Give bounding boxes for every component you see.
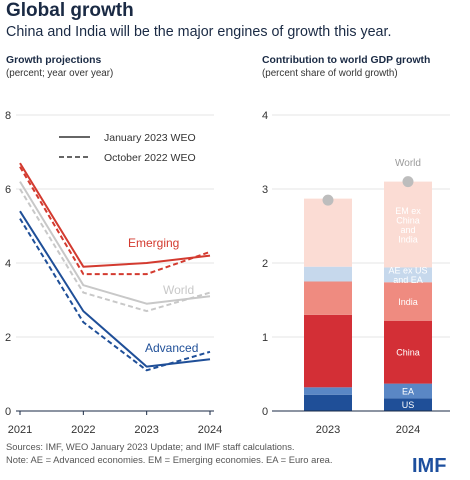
bar-segment-us — [304, 394, 352, 411]
segment-label: US — [402, 400, 415, 410]
right-panel-subtitle: (percent share of world growth) — [262, 68, 398, 79]
right-x-tick-label: 2024 — [396, 424, 420, 436]
bar-segment-china — [384, 320, 432, 384]
bar-segment-em-ex-china-and-india — [384, 181, 432, 268]
right-y-tick-label: 1 — [262, 332, 268, 344]
left-y-tick-label: 2 — [5, 332, 11, 344]
series-line-world-solid — [19, 181, 211, 305]
series-line-advanced-dashed — [19, 218, 211, 372]
series-line-emerging-dashed — [19, 166, 211, 276]
right-x-tick-label: 2023 — [316, 424, 340, 436]
series-label-world: World — [163, 283, 194, 297]
left-panel-subtitle: (percent; year over year) — [6, 68, 114, 79]
bar-segment-ae-ex-us-and-ea — [384, 267, 432, 283]
series-label-emerging: Emerging — [128, 236, 179, 250]
bar-segment-ae-ex-us-and-ea — [304, 266, 352, 282]
bar-segment-ea — [384, 383, 432, 399]
bar-segment-em-ex-china-and-india — [304, 198, 352, 267]
footnote-note: Note: AE = Advanced economies. EM = Emer… — [6, 454, 333, 465]
bar-segment-india — [304, 281, 352, 315]
segment-label: AE ex US and EA — [388, 266, 427, 286]
right-y-tick-label: 3 — [262, 184, 268, 196]
series-line-advanced-solid — [19, 210, 211, 368]
left-y-tick-label: 4 — [5, 258, 11, 270]
series-label-advanced: Advanced — [145, 341, 198, 355]
left-x-tick-label: 2021 — [8, 424, 32, 436]
bar-segment-us — [384, 398, 432, 411]
segment-label: China — [396, 348, 420, 358]
page-subtitle: China and India will be the major engine… — [6, 24, 392, 40]
bar-segment-china — [304, 314, 352, 388]
legend-label: January 2023 WEO — [104, 132, 196, 144]
bar-segment-india — [384, 282, 432, 321]
page-title: Global growth — [6, 0, 134, 21]
left-y-tick-label: 0 — [5, 406, 11, 418]
right-y-tick-label: 2 — [262, 258, 268, 270]
segment-label: India — [398, 297, 418, 307]
imf-logo: IMF — [412, 455, 447, 477]
left-x-tick-label: 2022 — [71, 424, 95, 436]
segment-label: EA — [402, 387, 414, 397]
legend-label: October 2022 WEO — [104, 152, 196, 164]
world-marker — [402, 176, 414, 188]
right-panel-title: Contribution to world GDP growth — [262, 55, 431, 66]
left-y-tick-label: 8 — [5, 110, 11, 122]
series-line-world-dashed — [19, 188, 211, 313]
left-x-tick-label: 2023 — [134, 424, 158, 436]
series-line-emerging-solid — [19, 162, 211, 268]
left-y-tick-label: 6 — [5, 184, 11, 196]
segment-label: EM ex China and India — [395, 206, 421, 245]
footnote-sources: Sources: IMF, WEO January 2023 Update; a… — [6, 441, 295, 452]
right-y-tick-label: 0 — [262, 406, 268, 418]
footnote: Sources: IMF, WEO January 2023 Update; a… — [6, 440, 332, 466]
left-x-tick-label: 2024 — [198, 424, 222, 436]
right-y-tick-label: 4 — [262, 110, 268, 122]
world-marker — [322, 194, 334, 206]
bar-segment-ea — [304, 387, 352, 395]
charts-canvas: 0 2 4 6 8 2021 2022 2023 2024 January 2023 WEO Oct… — [5, 110, 450, 436]
world-label: World — [395, 158, 421, 169]
left-panel-title: Growth projections — [6, 55, 102, 66]
